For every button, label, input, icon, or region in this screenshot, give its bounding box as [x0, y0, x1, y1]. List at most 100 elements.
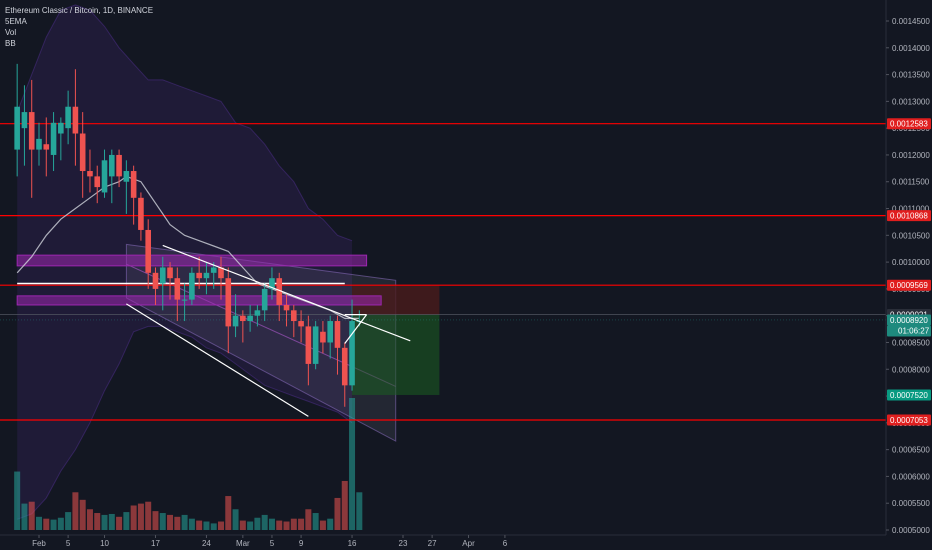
time-axis[interactable]	[0, 535, 932, 550]
volume-bar	[232, 509, 239, 530]
candle-body[interactable]	[130, 171, 137, 198]
candle-body[interactable]	[50, 122, 57, 155]
volume-bar	[79, 499, 86, 530]
price-tick-label: 0.0013000	[892, 97, 930, 106]
candle-body[interactable]	[116, 154, 122, 177]
sr-level-badge-1[interactable]	[887, 118, 931, 130]
channel-upper-trendline[interactable]	[162, 244, 411, 342]
price-tick-label: 0.0008500	[892, 338, 930, 347]
candle-body[interactable]	[349, 321, 355, 386]
candle-body[interactable]	[240, 315, 246, 322]
candle-body[interactable]	[341, 347, 348, 386]
indicator-bb[interactable]: BB	[5, 39, 16, 48]
target-price-badge[interactable]	[887, 389, 931, 401]
volume-bar	[72, 492, 79, 530]
time-tick-label: Apr	[462, 539, 475, 548]
current-price-badge[interactable]	[887, 314, 931, 326]
candle-body[interactable]	[189, 272, 195, 300]
sr-level-badge-1-text: 0.0012583	[890, 120, 928, 129]
volume-bar	[86, 509, 93, 530]
forecast-line-1[interactable]	[344, 314, 368, 344]
current-price-badge-text: 0.0008920	[890, 316, 928, 325]
volume-bar	[312, 513, 319, 530]
candle-body[interactable]	[43, 144, 50, 150]
candle-body[interactable]	[232, 315, 239, 327]
volume-bar	[188, 518, 195, 530]
candle-body[interactable]	[247, 315, 253, 322]
candle-body[interactable]	[14, 106, 20, 150]
sr-level-badge-4-text: 0.0007053	[890, 416, 928, 425]
volume-bar	[319, 520, 326, 530]
candle-body[interactable]	[283, 304, 290, 311]
candle-body[interactable]	[327, 321, 333, 343]
symbol-title[interactable]: Ethereum Classic / Bitcoin, 1D, BINANCE	[5, 6, 154, 15]
candle-body[interactable]	[334, 321, 341, 348]
candle-body[interactable]	[196, 272, 202, 279]
candle-body[interactable]	[72, 106, 79, 134]
sr-level-badge-4[interactable]	[887, 414, 931, 426]
candle-body[interactable]	[79, 133, 86, 172]
time-tick-label: 5	[270, 539, 275, 548]
bollinger-upper	[16, 4, 353, 242]
volume-bar	[101, 514, 108, 530]
candle-body[interactable]	[305, 326, 312, 364]
volume-bar	[305, 509, 312, 530]
candle-body[interactable]	[291, 310, 297, 322]
time-tick-label: 10	[100, 539, 109, 548]
candle-body[interactable]	[138, 197, 144, 230]
volume-bar	[225, 496, 232, 530]
candle-body[interactable]	[109, 154, 115, 177]
indicator-vol[interactable]: Vol	[5, 28, 17, 37]
volume-bar	[145, 501, 152, 530]
candle-body[interactable]	[276, 278, 283, 305]
candle-body[interactable]	[181, 299, 188, 301]
volume-bar	[327, 518, 334, 530]
channel-lower-trendline[interactable]	[126, 303, 309, 417]
candle-body[interactable]	[320, 331, 326, 343]
sr-level-badge-2[interactable]	[887, 210, 931, 222]
candle-body[interactable]	[218, 267, 224, 279]
candle-body[interactable]	[123, 171, 130, 182]
sr-level-badge-3[interactable]	[887, 279, 931, 291]
candle-body[interactable]	[65, 106, 71, 129]
candle-body[interactable]	[167, 267, 173, 279]
candle-body[interactable]	[36, 138, 42, 150]
candle-body[interactable]	[298, 321, 304, 327]
candle-body[interactable]	[87, 171, 93, 177]
volume-bar	[349, 398, 356, 530]
volume-bar	[130, 505, 137, 530]
volume-bar	[290, 518, 297, 530]
candle-body[interactable]	[261, 288, 268, 311]
price-axis[interactable]	[886, 0, 932, 550]
volume-bar	[218, 521, 224, 530]
candle-body[interactable]	[28, 112, 35, 150]
candle-body[interactable]	[203, 272, 210, 279]
candle-body[interactable]	[145, 229, 151, 273]
resistance-zone-2	[16, 295, 382, 306]
candle-body[interactable]	[58, 122, 64, 134]
volume-bar	[108, 513, 115, 530]
time-tick-label: 27	[428, 539, 437, 548]
volume-bar	[254, 517, 261, 530]
indicator-5ema[interactable]: 5EMA	[5, 17, 27, 26]
price-tick-label: 0.0006500	[892, 446, 930, 455]
candle-body[interactable]	[152, 272, 159, 289]
candle-body[interactable]	[159, 267, 166, 284]
chart-legend: Ethereum Classic / Bitcoin, 1D, BINANCE …	[5, 5, 153, 49]
candle-body[interactable]	[254, 310, 261, 316]
candle-body[interactable]	[94, 176, 101, 188]
volume-bar	[283, 521, 290, 530]
candle-body[interactable]	[174, 278, 181, 300]
volume-bar	[65, 512, 72, 530]
current-price-badge-countdown	[887, 325, 931, 337]
price-tick-label: 0.0014000	[892, 44, 930, 53]
candle-body[interactable]	[21, 112, 28, 129]
candle-body[interactable]	[269, 278, 275, 289]
candle-body[interactable]	[210, 267, 217, 273]
candle-body[interactable]	[225, 278, 232, 327]
target-price-badge-text: 0.0007520	[890, 391, 928, 400]
volume-bar	[28, 501, 35, 530]
candle-body[interactable]	[312, 326, 319, 364]
candle-body[interactable]	[101, 160, 108, 193]
